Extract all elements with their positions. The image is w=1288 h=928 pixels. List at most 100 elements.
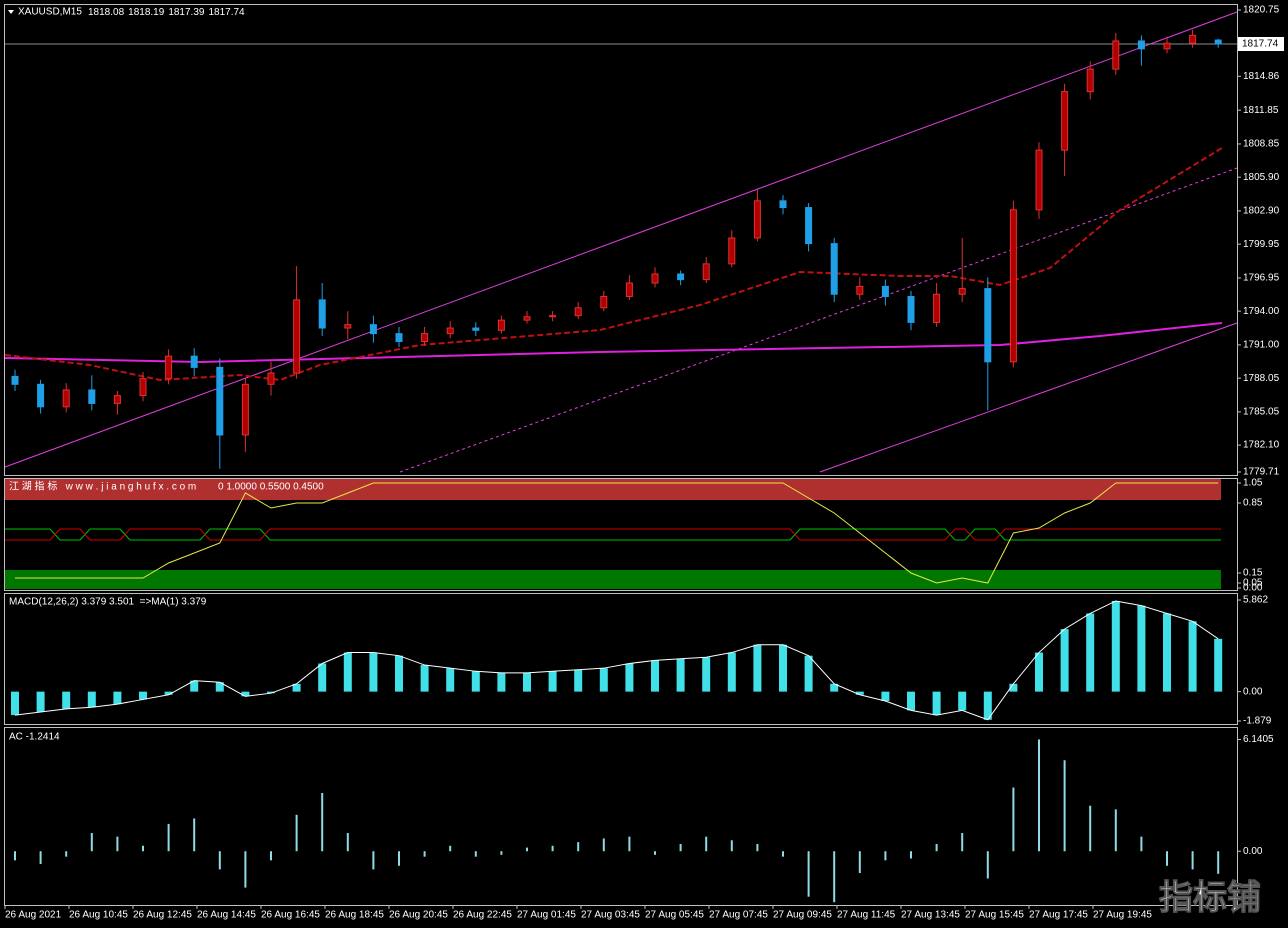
macd-bar — [983, 691, 992, 720]
candle-body — [1035, 149, 1043, 211]
macd-bar — [164, 691, 173, 695]
x-tick-label: 27 Aug 09:45 — [773, 910, 832, 921]
channel-upper — [4, 11, 1238, 468]
candle-body — [139, 378, 147, 397]
candle-body — [933, 293, 941, 323]
macd-bar — [804, 655, 813, 692]
macd-bar — [11, 691, 19, 716]
y-tick-label: 1802.90 — [1243, 206, 1280, 217]
watermark: 指标铺 — [1159, 879, 1261, 917]
candle-body — [1163, 42, 1171, 50]
ohlc-value: 1817.74 — [208, 7, 245, 18]
candle-body — [37, 383, 45, 408]
x-tick-label: 27 Aug 15:45 — [965, 910, 1024, 921]
candle-body — [958, 288, 966, 295]
macd-bar — [958, 691, 967, 711]
jianghu-frame — [4, 478, 1238, 591]
x-tick-label: 26 Aug 16:45 — [261, 910, 320, 921]
candle-body — [216, 366, 224, 436]
bid-box — [1238, 37, 1284, 51]
candle-body — [1009, 209, 1017, 363]
macd-bar — [779, 644, 787, 692]
x-tick-label: 26 Aug 12:45 — [133, 910, 192, 921]
candle-body — [830, 243, 838, 295]
y-tick-label: 0.15 — [1243, 568, 1263, 579]
macd-bar — [87, 691, 96, 708]
ohlc-value: 1818.19 — [128, 7, 165, 18]
candle-body — [369, 324, 377, 335]
candle-body — [1189, 34, 1197, 44]
macd-bar — [830, 683, 839, 692]
jianghu-line — [15, 482, 1219, 584]
y-tick-label: 1779.71 — [1243, 467, 1280, 478]
candle-body — [651, 273, 659, 284]
candle-body — [11, 375, 19, 385]
candle-body — [421, 333, 429, 343]
macd-bar — [727, 652, 736, 692]
macd-bar — [1163, 613, 1171, 692]
y-tick-label: 1805.90 — [1243, 172, 1280, 183]
y-tick-label: 1.05 — [1243, 478, 1263, 489]
candle-body — [856, 285, 864, 295]
ma-magenta — [4, 322, 1223, 364]
macd-bar — [676, 658, 685, 692]
macd-bar — [523, 672, 531, 692]
y-tick-label: 1788.05 — [1243, 373, 1280, 384]
macd-bar — [932, 691, 941, 716]
candle-body — [574, 307, 582, 317]
channel-lower — [819, 322, 1238, 473]
y-tick-label: 0.85 — [1243, 498, 1263, 509]
macd-bar — [1111, 600, 1120, 692]
macd-bar — [1009, 683, 1018, 692]
jianghu-green-band — [5, 570, 1221, 589]
candle-body — [1112, 40, 1120, 70]
macd-bar — [855, 691, 864, 695]
menu-arrow[interactable] — [8, 10, 14, 14]
candle-body — [267, 372, 275, 385]
candle-body — [1061, 91, 1069, 151]
macd-bar — [1137, 605, 1146, 692]
x-tick-label: 26 Aug 2021 — [5, 910, 62, 921]
candle-body — [984, 288, 992, 363]
ohlc-value: 1817.39 — [168, 7, 205, 18]
jianghu-red-band — [5, 479, 1221, 500]
x-tick-label: 27 Aug 01:45 — [517, 910, 576, 921]
candle-body — [677, 273, 685, 281]
macd-bar — [1214, 638, 1223, 692]
candle-body — [702, 263, 710, 281]
macd-bar — [62, 691, 71, 709]
macd-bar — [343, 652, 352, 692]
candle-body — [881, 285, 889, 297]
candle-body — [753, 200, 761, 239]
candle-body — [625, 282, 633, 297]
y-tick-label: 1799.95 — [1243, 239, 1280, 250]
macd-bar — [599, 668, 608, 692]
candle-body — [113, 395, 121, 404]
candle-body — [600, 295, 608, 309]
candle-body — [728, 237, 736, 265]
y-tick-label: 1811.85 — [1243, 105, 1279, 116]
y-tick-label: 5.862 — [1243, 595, 1268, 606]
macd-bar — [1188, 621, 1197, 692]
macd-bar — [1035, 652, 1043, 692]
candle-body — [1214, 39, 1222, 45]
jianghu-green-line — [5, 528, 1221, 541]
macd-bar — [651, 660, 659, 692]
macd-bar — [395, 655, 403, 692]
ma-red — [4, 147, 1223, 382]
macd-bar — [497, 672, 506, 692]
macd-bar — [574, 669, 583, 692]
macd-bar — [625, 663, 634, 692]
candle-body — [805, 207, 813, 245]
candle-body — [446, 327, 454, 335]
header-ohlc: 1818.08 1818.19 1817.39 1817.74 — [88, 7, 245, 18]
macd-bar — [548, 671, 557, 692]
ac-label: AC -1.2414 — [9, 732, 60, 743]
candle-body — [293, 299, 301, 374]
candle-body — [1137, 40, 1145, 50]
macd-bar — [36, 691, 45, 712]
x-tick-label: 27 Aug 19:45 — [1093, 910, 1152, 921]
x-tick-label: 26 Aug 22:45 — [453, 910, 512, 921]
x-tick-label: 27 Aug 13:45 — [901, 910, 960, 921]
